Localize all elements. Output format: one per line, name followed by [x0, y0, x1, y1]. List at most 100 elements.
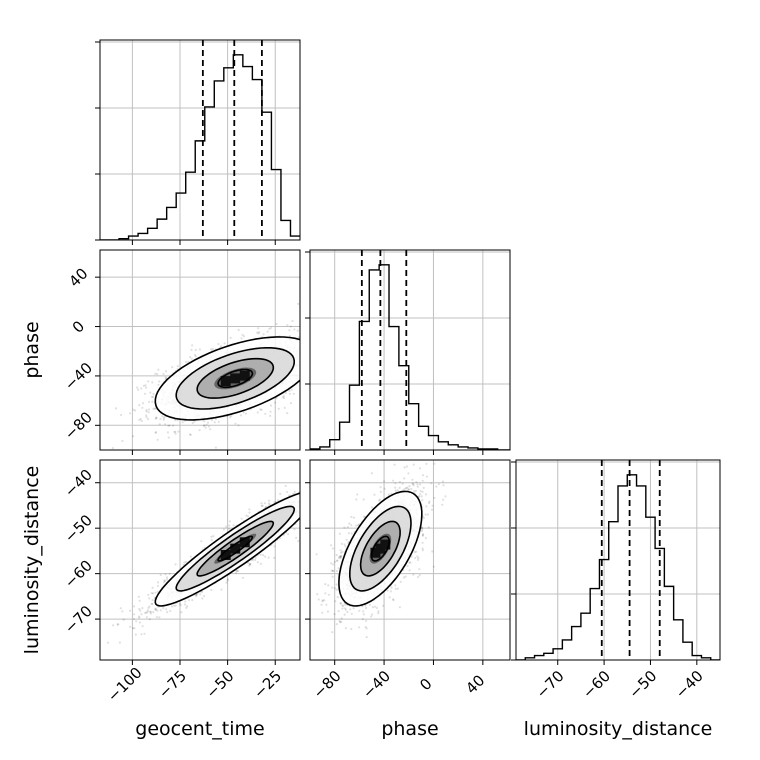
sample-point: [169, 609, 172, 613]
sample-point: [140, 419, 143, 423]
sample-point: [154, 608, 157, 611]
sample-point: [148, 605, 151, 608]
sample-point: [204, 426, 207, 429]
sample-point: [150, 602, 153, 605]
sample-point: [286, 490, 289, 494]
sample-point: [307, 476, 309, 478]
sample-point: [163, 581, 166, 584]
sample-point: [312, 507, 314, 509]
sample-point: [237, 328, 240, 332]
sample-point: [143, 632, 146, 635]
sample-point: [156, 590, 159, 593]
sample-point: [264, 555, 267, 558]
sample-point: [383, 487, 386, 490]
sample-point: [116, 623, 119, 626]
sample-point: [421, 490, 424, 493]
sample-point: [213, 421, 216, 424]
sample-point: [193, 420, 196, 423]
sample-point: [137, 388, 140, 391]
sample-point: [256, 411, 259, 414]
sample-point: [304, 378, 306, 380]
panel-luminosity_distance-luminosity_distance: [511, 459, 721, 661]
sample-point: [319, 354, 321, 356]
sample-point: [311, 497, 313, 499]
sample-point: [153, 407, 157, 410]
sample-point: [350, 524, 353, 527]
sample-point: [210, 535, 213, 539]
sample-point: [312, 479, 314, 481]
sample-point: [151, 586, 154, 589]
sample-point: [172, 424, 175, 427]
sample-point: [140, 633, 143, 636]
sample-point: [245, 514, 248, 517]
sample-point: [362, 613, 365, 616]
sample-point: [206, 421, 210, 424]
sample-point: [323, 493, 325, 495]
sample-point: [205, 423, 208, 426]
sample-point: [302, 347, 304, 349]
sample-point: [200, 590, 204, 593]
sample-point: [149, 391, 152, 394]
sample-point: [421, 528, 424, 531]
sample-point: [198, 348, 201, 351]
sample-point: [303, 346, 305, 348]
sample-point: [134, 633, 137, 636]
sample-point: [315, 494, 317, 496]
sample-point: [138, 599, 141, 602]
sample-point: [167, 436, 170, 439]
sample-point: [111, 447, 114, 450]
sample-point: [332, 350, 334, 352]
sample-point: [152, 392, 155, 396]
sample-point: [189, 433, 192, 436]
sample-point: [344, 627, 347, 630]
density-peak: [239, 537, 250, 548]
sample-point: [138, 607, 141, 611]
sample-point: [293, 528, 296, 531]
sample-point: [144, 611, 147, 615]
sample-point: [264, 412, 267, 415]
sample-point: [340, 338, 342, 340]
sample-point: [311, 483, 313, 485]
sample-point: [154, 591, 157, 594]
sample-point: [241, 576, 245, 579]
sample-point: [424, 513, 427, 516]
sample-point: [418, 467, 422, 470]
sample-point: [139, 609, 142, 612]
sample-point: [275, 322, 278, 326]
sample-point: [155, 416, 158, 419]
sample-point: [138, 621, 141, 624]
sample-point: [300, 343, 302, 345]
sample-point: [338, 619, 341, 623]
sample-point: [210, 348, 213, 351]
sample-point: [133, 605, 136, 608]
sample-point: [322, 350, 324, 352]
sample-point: [321, 486, 323, 488]
sample-point: [284, 484, 287, 487]
contour-line: [217, 535, 254, 562]
sample-point: [187, 599, 191, 602]
sample-point: [184, 600, 187, 603]
sample-point: [147, 418, 150, 421]
sample-point: [256, 331, 259, 334]
sample-point: [154, 608, 157, 611]
sample-point: [237, 424, 240, 427]
sample-point: [151, 400, 154, 403]
panel-frame: [515, 459, 721, 661]
sample-point: [304, 334, 306, 336]
density-peak: [220, 376, 231, 387]
sample-point: [297, 302, 300, 305]
sample-point: [320, 496, 322, 498]
density-peak: [230, 543, 241, 554]
sample-point: [313, 402, 315, 404]
sample-point: [146, 609, 150, 612]
sample-point: [132, 435, 135, 438]
sample-point: [267, 502, 270, 505]
panel-geocent_time-luminosity_distance: [99, 459, 349, 661]
sample-point: [305, 505, 307, 507]
sample-point: [340, 555, 343, 558]
sample-point: [347, 467, 349, 469]
sample-point: [318, 499, 320, 501]
sample-point: [141, 625, 144, 628]
sample-point: [428, 501, 431, 505]
